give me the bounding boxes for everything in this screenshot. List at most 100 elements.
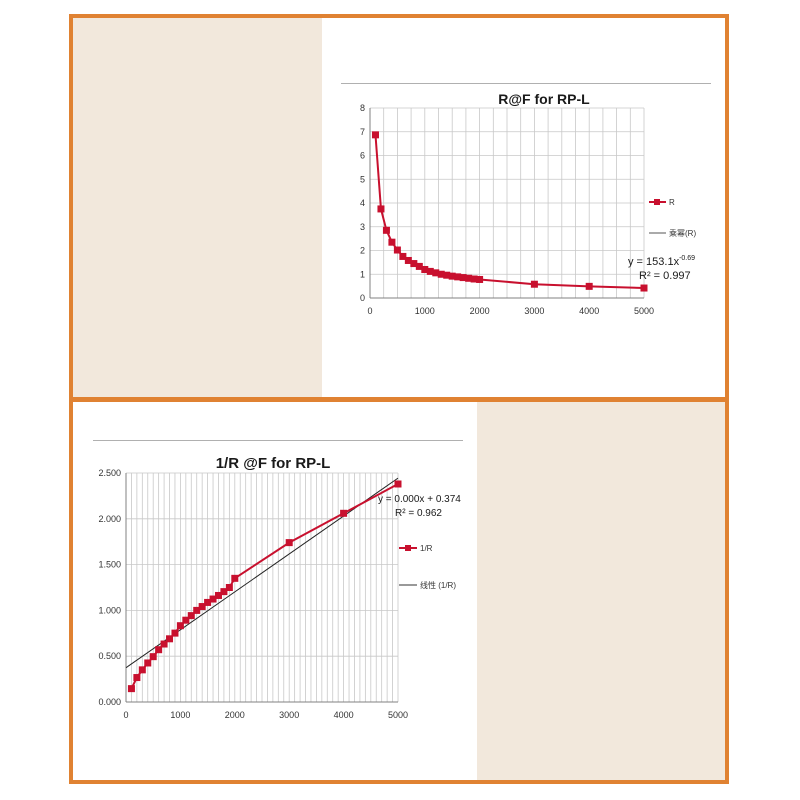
frame-divider (69, 397, 729, 402)
data-point (182, 616, 190, 624)
data-point (454, 273, 462, 281)
y-tick-label: 1.000 (98, 605, 121, 615)
chart-r-at-f: R@F for RP-L 0 1 2 3 4 5 6 7 8 0 1000 2000 3000 4000… (341, 83, 711, 316)
trendline-equation: y = 153.1x-0.69 (628, 255, 695, 268)
data-point (193, 606, 201, 614)
data-point (214, 591, 222, 599)
legend-label-inv-r: 1/R (420, 544, 433, 553)
x-tick-labels: 0 1000 2000 3000 4000 5000 (367, 306, 654, 316)
y-tick-label: 2 (360, 246, 365, 256)
legend-label-trend: 线性 (1/R) (420, 580, 456, 590)
x-tick-label: 4000 (334, 710, 354, 720)
x-tick-label: 1000 (170, 710, 190, 720)
y-tick-label: 2.000 (98, 514, 121, 524)
y-tick-label: 0.500 (98, 651, 121, 661)
x-tick-label: 5000 (634, 306, 654, 316)
data-point (209, 595, 217, 603)
x-tick-label: 5000 (388, 710, 408, 720)
data-point (448, 272, 456, 280)
data-point (426, 267, 434, 275)
data-point (585, 282, 593, 290)
y-tick-label: 8 (360, 103, 365, 113)
chart-panel-inv-r: 1/R @F for RP-L 0.000 0.500 1.000 1.500 2.00… (93, 440, 463, 730)
y-tick-label: 3 (360, 222, 365, 232)
data-point (377, 205, 385, 213)
x-tick-label: 0 (123, 710, 128, 720)
y-tick-labels: 0.000 0.500 1.000 1.500 2.000 2.500 (98, 468, 121, 707)
data-point (432, 269, 440, 277)
data-point (437, 270, 445, 278)
legend: 1/R 线性 (1/R) (399, 544, 456, 590)
x-tick-label: 4000 (579, 306, 599, 316)
data-point (340, 509, 348, 517)
y-tick-label: 7 (360, 127, 365, 137)
data-point (459, 274, 467, 282)
series-line (130, 483, 399, 690)
trendline-exponent: -0.69 (679, 255, 695, 262)
x-tick-label: 1000 (415, 306, 435, 316)
legend-marker-r (654, 199, 660, 205)
data-point (640, 284, 648, 292)
data-point (394, 480, 402, 488)
y-tick-label: 1 (360, 269, 365, 279)
data-point (388, 238, 396, 246)
data-point (149, 653, 157, 661)
data-point (421, 266, 429, 273)
x-tick-label: 3000 (524, 306, 544, 316)
data-point (404, 256, 412, 264)
data-point (133, 674, 141, 682)
y-tick-label: 4 (360, 198, 365, 208)
series-r (371, 131, 648, 292)
x-tick-label: 0 (367, 306, 372, 316)
x-tick-label: 2000 (470, 306, 490, 316)
data-point (160, 640, 168, 648)
y-tick-labels: 0 1 2 3 4 5 6 7 8 (360, 103, 365, 303)
data-point (415, 262, 423, 270)
chart-inv-r-at-f: 1/R @F for RP-L 0.000 0.500 1.000 1.500 2.00… (93, 440, 463, 720)
y-tick-label: 5 (360, 174, 365, 184)
axes (369, 108, 644, 299)
beige-fill-top (73, 18, 322, 397)
data-point (171, 629, 179, 637)
y-tick-label: 6 (360, 151, 365, 161)
axes (125, 473, 398, 703)
beige-fill-bottom (477, 402, 725, 780)
legend: R 乘幂(R) (649, 198, 696, 238)
y-tick-label: 0.000 (98, 697, 121, 707)
data-point (410, 260, 418, 268)
data-point (127, 685, 135, 693)
data-point (399, 252, 407, 260)
legend-marker-inv-r (405, 545, 411, 551)
trendline-equation-base: y = 153.1x (628, 256, 680, 268)
data-point (231, 574, 239, 582)
x-tick-label: 3000 (279, 710, 299, 720)
data-point (155, 646, 163, 654)
y-tick-label: 2.500 (98, 468, 121, 478)
trendline-r2: R² = 0.997 (639, 270, 691, 282)
chart-title: 1/R @F for RP-L (216, 455, 331, 472)
data-point (204, 598, 212, 606)
data-point (465, 274, 473, 282)
trendline-equation: y = 0.000x + 0.374 (378, 494, 461, 505)
data-point (476, 275, 484, 283)
data-point (443, 271, 451, 279)
data-point (225, 584, 233, 591)
y-tick-label: 0 (360, 293, 365, 303)
data-point (371, 131, 379, 139)
data-point (176, 622, 184, 630)
data-point (382, 226, 390, 234)
data-point (166, 635, 174, 643)
x-tick-labels: 0 1000 2000 3000 4000 5000 (123, 710, 408, 720)
grid (369, 107, 645, 299)
data-point (220, 588, 228, 596)
data-point (470, 275, 478, 283)
data-point (198, 603, 206, 611)
data-point (530, 280, 538, 288)
grid (125, 472, 399, 703)
legend-label-r: R (669, 198, 675, 207)
legend-label-trend: 乘幂(R) (669, 228, 696, 238)
data-point (285, 539, 293, 547)
series-inv-r (127, 480, 402, 693)
y-tick-label: 1.500 (98, 560, 121, 570)
chart-title: R@F for RP-L (498, 91, 590, 107)
